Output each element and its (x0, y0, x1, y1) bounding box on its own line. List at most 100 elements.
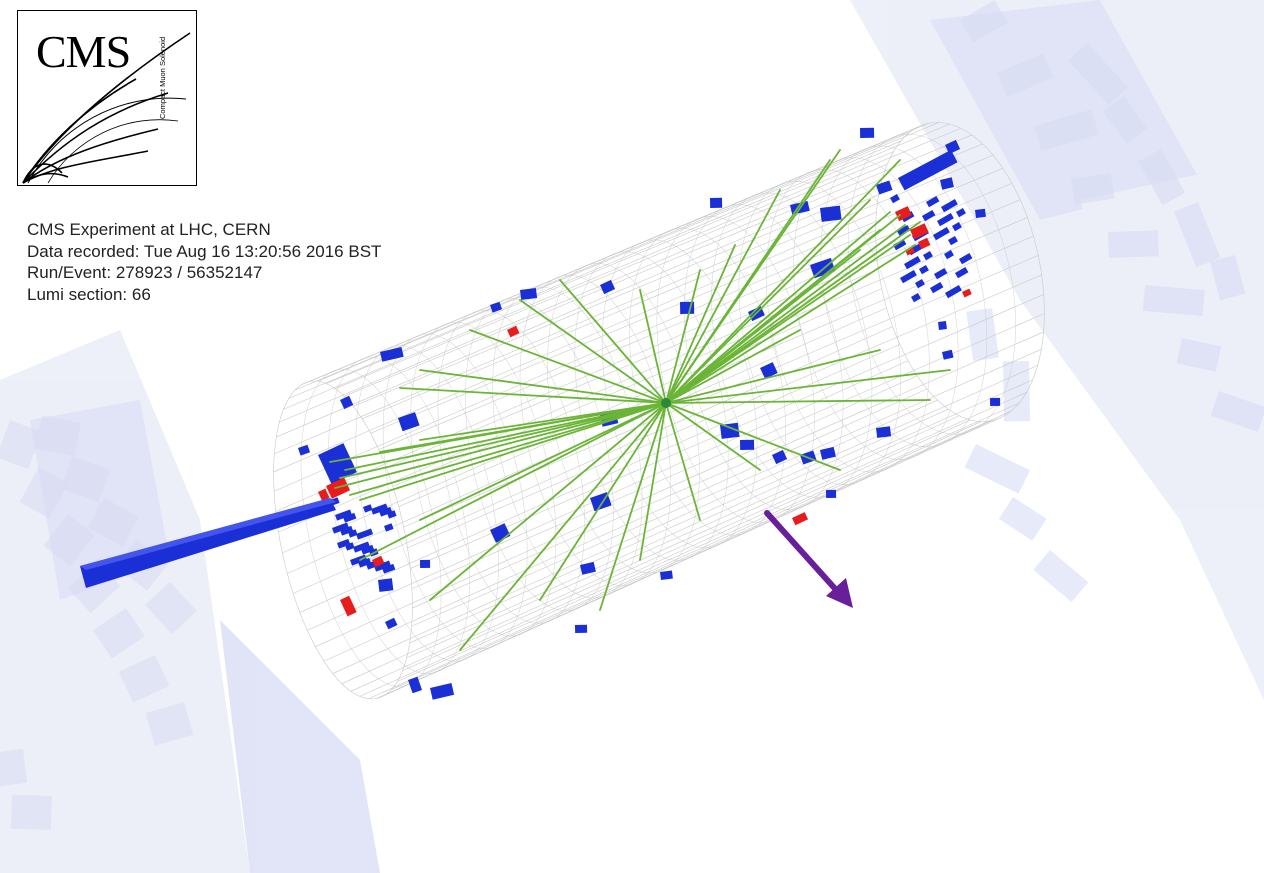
hcal-cell (760, 362, 778, 379)
hcal-cell (382, 563, 396, 574)
hcal-cell (358, 557, 372, 568)
hcal-cell (919, 265, 929, 275)
track (359, 402, 667, 561)
track (665, 269, 701, 404)
hcal-cell (575, 624, 588, 633)
ghost-cell (87, 497, 139, 547)
ecal-cell (962, 288, 972, 298)
track (344, 402, 667, 471)
ghost-cell (1173, 201, 1221, 268)
hcal-cell (340, 525, 354, 536)
hcal-cell (356, 528, 374, 540)
ghost-cell (1176, 338, 1222, 372)
ghost-cell (0, 420, 42, 470)
ghost-cell (1142, 285, 1205, 317)
ghost-cell (92, 608, 146, 659)
hcal-cell (911, 293, 921, 303)
hcal-cell (945, 285, 962, 299)
mesh-ring (355, 345, 499, 662)
mesh-ring (328, 357, 471, 675)
hcal-cell (933, 226, 950, 241)
track (665, 399, 931, 404)
mesh-ring (765, 169, 930, 473)
track (559, 279, 667, 404)
run-event-label: Run/Event: 278923 / 56352147 (27, 263, 263, 282)
hcal-cell (945, 139, 961, 155)
hcal-cell (959, 252, 973, 265)
track (459, 402, 667, 651)
primary-vertex (661, 398, 671, 408)
hcal-cell (519, 288, 538, 300)
track (665, 189, 781, 404)
ghost-cell (1071, 172, 1115, 205)
missing-energy-arrow-icon (764, 510, 853, 608)
mesh-ring (656, 216, 815, 523)
mesh-ring (793, 157, 959, 460)
hcal-cell (353, 541, 371, 553)
ecal-cell (918, 237, 931, 250)
hcal-cell (937, 213, 954, 227)
hcal-cell (876, 180, 893, 195)
hcal-cell (363, 504, 373, 513)
ghost-cell (145, 702, 194, 746)
hcal-cell (740, 439, 755, 450)
hcal-cell (772, 449, 788, 465)
mesh-ring (410, 321, 557, 637)
hcal-cell (923, 251, 933, 261)
tracks (329, 149, 951, 651)
ecal-cell (371, 555, 385, 568)
ghost-cell (1067, 42, 1128, 105)
logo-subtitle: Compact Muon Solenoid (158, 36, 167, 119)
track (419, 369, 667, 404)
ghost-cell (10, 794, 53, 830)
mesh-ring (820, 145, 988, 448)
track (639, 289, 667, 404)
track (665, 224, 906, 404)
hcal-cell (948, 236, 958, 246)
mesh-ring (711, 192, 873, 498)
track (429, 402, 667, 601)
track (359, 402, 667, 501)
track (639, 402, 667, 561)
hcal-cell (926, 196, 940, 208)
ghost-cell (35, 415, 81, 457)
track (665, 402, 761, 471)
hcal-cell (408, 676, 423, 694)
ghost-cell (43, 514, 95, 567)
mesh-ring (464, 298, 614, 612)
hcal-cell (398, 412, 420, 432)
hcal-cell (380, 347, 404, 362)
track (339, 402, 667, 479)
hcal-cell (955, 208, 966, 218)
ghost-cell (1210, 390, 1264, 432)
hcal-cell (370, 503, 389, 515)
track (334, 402, 667, 489)
hcal-cell (580, 561, 596, 575)
ghost-shape (30, 400, 170, 600)
ghost-cell (144, 581, 198, 635)
ecal-cell (792, 512, 809, 526)
track (665, 149, 841, 404)
hcal-cell (939, 177, 954, 190)
ecal-cell (910, 223, 929, 240)
hcal-cell (893, 239, 907, 251)
lumi-label: Lumi section: 66 (27, 284, 151, 304)
hcal-cell (337, 538, 351, 549)
hcal-cell (897, 225, 911, 237)
ghost-shape (1080, 160, 1264, 420)
track (419, 402, 667, 441)
hcal-cell (820, 446, 836, 460)
hcal-cell (922, 210, 936, 222)
hcal-cell (350, 554, 368, 566)
hcal-cell (942, 349, 954, 360)
hcal-cell (660, 570, 673, 580)
event-info: CMS Experiment at LHC, CERN Data recorde… (27, 219, 381, 305)
track (539, 402, 667, 601)
ecal-cell (904, 246, 915, 256)
mesh-ring (437, 310, 585, 624)
recorded-label: Data recorded: Tue Aug 16 13:20:56 2016 … (27, 241, 382, 261)
ecal-cell (340, 595, 357, 617)
ghost-cell (964, 444, 1030, 494)
track (665, 402, 841, 471)
hcal-cell (934, 268, 948, 280)
